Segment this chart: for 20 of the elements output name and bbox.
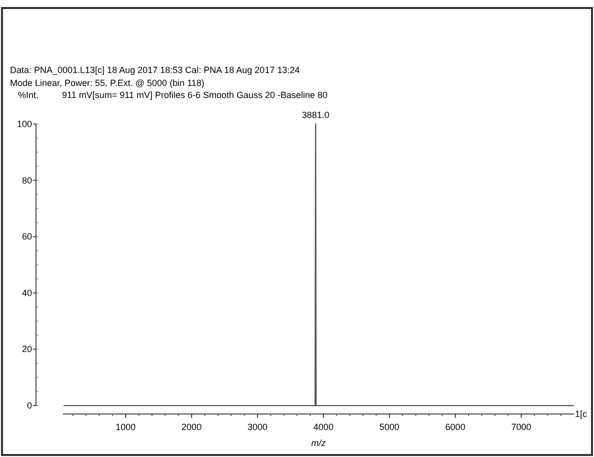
text: Mode Linear, Power: 55, P.Ext. @ 5000 (bin 118) <box>10 78 204 88</box>
y-axis-title: %Int. <box>18 90 39 100</box>
text: Data: PNA_0001.L13[c] 18 Aug 2017 18:53 Cal: PNA 18 Aug 2017 13:24 <box>10 65 300 75</box>
x-tick-label: 6000 <box>445 422 466 432</box>
x-tick-label: 5000 <box>379 422 400 432</box>
y-tick-label: 80 <box>22 175 32 186</box>
y-tick-label: 20 <box>22 344 32 354</box>
text: 911 mV[sum= 911 mV] Profiles 6-6 Smooth Gauss 20 -Baseline 80 <box>62 90 328 100</box>
x-tick-label: 7000 <box>511 422 532 432</box>
text: 1[c <box>575 409 588 419</box>
y-tick-label: 0 <box>26 400 32 411</box>
y-tick-label: 60 <box>22 232 32 242</box>
x-axis-title: m/z <box>311 438 326 448</box>
x-tick-label: 4000 <box>313 422 334 432</box>
x-tick-label: 2000 <box>182 422 202 432</box>
x-tick-label: 3000 <box>247 422 268 432</box>
x-tick-label: 1000 <box>116 422 136 432</box>
y-tick-label: 40 <box>22 288 32 298</box>
y-tick-label: 100 <box>16 119 32 129</box>
annotation: 3881.0 <box>302 110 330 120</box>
